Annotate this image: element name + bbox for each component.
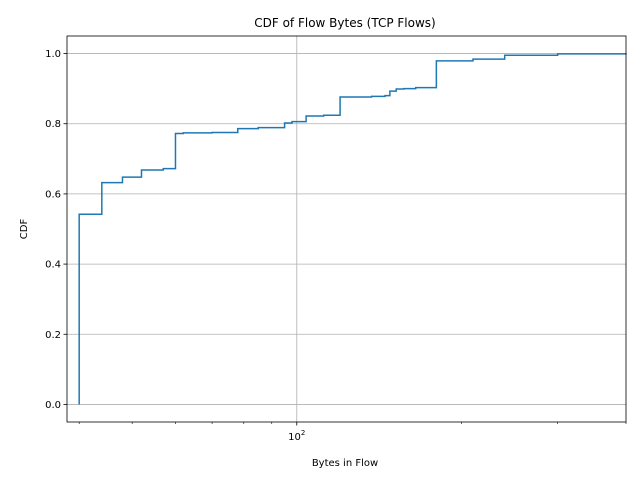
y-tick-label: 0.6 — [45, 189, 61, 200]
cdf-step-line — [78, 53, 627, 405]
y-tick-label: 0.2 — [45, 330, 61, 341]
y-tick-label: 0.8 — [45, 119, 61, 130]
x-axis-label: Bytes in Flow — [312, 458, 378, 469]
y-tick-label: 0.0 — [45, 400, 61, 411]
series-group — [78, 53, 627, 405]
plot-area-frame — [66, 35, 627, 423]
y-tick-label: 1.0 — [45, 49, 61, 60]
y-tick-label: 0.4 — [45, 260, 61, 271]
y-axis-ticks: 0.0 0.2 0.4 0.6 0.8 1.0 — [45, 49, 67, 411]
grid-lines — [67, 36, 626, 422]
y-axis-label: CDF — [19, 219, 30, 240]
chart-title: CDF of Flow Bytes (TCP Flows) — [254, 16, 435, 30]
